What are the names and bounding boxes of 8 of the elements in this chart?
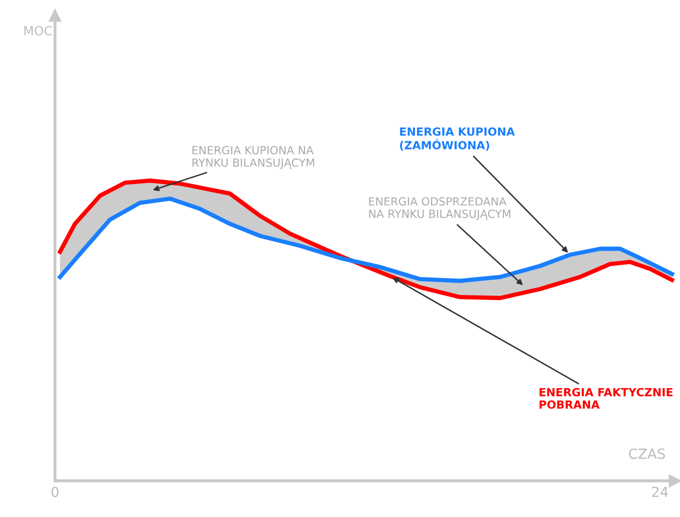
- annotation: ENERGIA ODSPRZEDANA NA RYNKU BILANSUJĄCYM: [369, 197, 510, 220]
- x-axis-title: CZAS: [628, 448, 665, 459]
- text: ENERGIA KUPIONA NA RYNKU BILANSUJĄCYM: [192, 146, 314, 169]
- x-tick-label: 0: [51, 486, 58, 498]
- text: ENERGIA FAKTYCZNIE POBRANA: [540, 388, 673, 409]
- text: MOC: [24, 26, 52, 36]
- x-tick-label: 24: [652, 486, 668, 497]
- text: ENERGIA KUPIONA (ZAMÓWIONA): [400, 127, 515, 151]
